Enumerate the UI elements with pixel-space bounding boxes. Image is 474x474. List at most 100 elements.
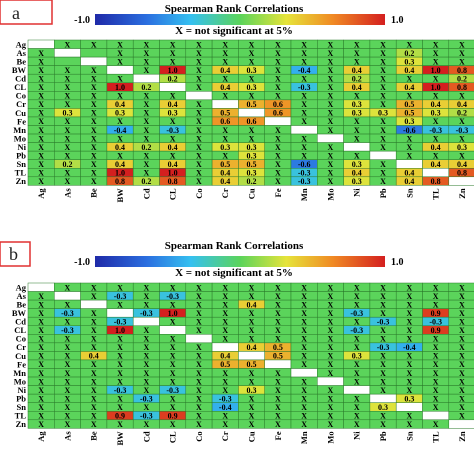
cell-label: X <box>275 66 281 75</box>
cell-label: X <box>91 292 97 301</box>
cell-label: X <box>117 360 123 369</box>
cell-label: X <box>328 169 334 178</box>
cell-label: X <box>459 309 465 318</box>
cell-label: X <box>301 92 307 101</box>
cell-label: X <box>196 177 202 186</box>
row-label: Be <box>17 56 27 66</box>
cell-label: X <box>328 369 334 378</box>
cell-label: X <box>38 420 44 429</box>
diagonal-cell <box>290 368 318 378</box>
diagonal-cell <box>238 108 265 118</box>
cell-label: 0.3 <box>352 352 362 361</box>
cell-label: X <box>117 57 123 66</box>
diagonal-cell <box>422 168 450 178</box>
cell-label: 0.3 <box>352 177 362 186</box>
row-label: Fe <box>17 359 26 369</box>
cell-label: X <box>65 74 71 83</box>
cell-label: X <box>249 40 255 49</box>
cell-label: X <box>65 386 71 395</box>
cell-label: X <box>301 335 307 344</box>
cell-label: 0.3 <box>247 169 257 178</box>
cell-label: X <box>459 403 465 412</box>
column-label: Cr <box>220 431 230 441</box>
cell-label: X <box>65 369 71 378</box>
cell-label: X <box>143 117 149 126</box>
cell-label: X <box>222 377 228 386</box>
cell-label: 1.0 <box>168 309 178 318</box>
cell-label: X <box>65 40 71 49</box>
cell-label: 0.2 <box>457 109 467 118</box>
cell-label: X <box>117 117 123 126</box>
cell-label: -0.3 <box>298 83 311 92</box>
row-label: Cr <box>16 342 26 352</box>
row-label: Co <box>16 334 26 344</box>
row-label: Fe <box>17 116 26 126</box>
cell-label: 0.2 <box>247 177 257 186</box>
cell-label: X <box>275 160 281 169</box>
cell-label: X <box>406 412 412 421</box>
cell-label: X <box>249 403 255 412</box>
cell-label: -0.3 <box>377 317 390 326</box>
cell-label: -0.4 <box>114 126 127 135</box>
cell-label: X <box>354 40 360 49</box>
cell-label: X <box>196 100 202 109</box>
row-label: Ag <box>16 282 27 292</box>
cell-label: X <box>433 292 439 301</box>
column-label: Ag <box>36 431 46 442</box>
cell-label: X <box>275 134 281 143</box>
cell-label: 0.3 <box>247 66 257 75</box>
cell-label: X <box>328 177 334 186</box>
cell-label: 0.4 <box>115 100 125 109</box>
cell-label: 0.4 <box>168 160 178 169</box>
cell-label: X <box>328 283 334 292</box>
cell-label: X <box>196 66 202 75</box>
cell-label: X <box>354 126 360 135</box>
cell-label: X <box>433 300 439 309</box>
cell-label: 0.4 <box>431 100 441 109</box>
cell-label: X <box>459 335 465 344</box>
cell-label: 0.3 <box>220 143 230 152</box>
cell-label: 0.8 <box>431 177 441 186</box>
row-label: Cu <box>15 108 26 118</box>
cell-label: X <box>222 283 228 292</box>
cell-label: X <box>65 343 71 352</box>
cell-label: X <box>170 300 176 309</box>
cell-label: X <box>170 377 176 386</box>
cell-label: X <box>380 177 386 186</box>
cell-label: X <box>301 74 307 83</box>
cell-label: X <box>143 126 149 135</box>
cell-label: X <box>328 74 334 83</box>
cell-label: 0.3 <box>352 109 362 118</box>
cell-label: X <box>91 343 97 352</box>
column-label: Mo <box>325 431 335 443</box>
cell-label: 0.4 <box>352 83 362 92</box>
cell-label: X <box>380 160 386 169</box>
cell-label: X <box>170 57 176 66</box>
cell-label: X <box>65 412 71 421</box>
cell-label: 0.6 <box>273 109 283 118</box>
cell-label: X <box>91 309 97 318</box>
cell-label: X <box>38 134 44 143</box>
cell-label: X <box>275 177 281 186</box>
cell-label: X <box>249 309 255 318</box>
diagonal-cell <box>54 48 81 58</box>
cell-label: X <box>143 283 149 292</box>
cell-label: X <box>380 57 386 66</box>
cell-label: X <box>459 283 465 292</box>
cell-label: -0.4 <box>298 66 311 75</box>
cell-label: X <box>275 126 281 135</box>
column-label: Pb <box>378 188 388 198</box>
cell-label: 0.4 <box>89 352 99 361</box>
cell-label: 0.4 <box>404 177 414 186</box>
cell-label: 0.6 <box>220 117 230 126</box>
cell-label: X <box>91 117 97 126</box>
cell-label: X <box>91 360 97 369</box>
cell-label: X <box>275 292 281 301</box>
cell-label: X <box>249 317 255 326</box>
panel-label-box <box>0 241 31 267</box>
cell-label: X <box>459 117 465 126</box>
cell-label: 1.0 <box>115 169 125 178</box>
diagonal-cell <box>264 359 292 369</box>
cell-label: X <box>170 335 176 344</box>
cell-label: X <box>433 40 439 49</box>
